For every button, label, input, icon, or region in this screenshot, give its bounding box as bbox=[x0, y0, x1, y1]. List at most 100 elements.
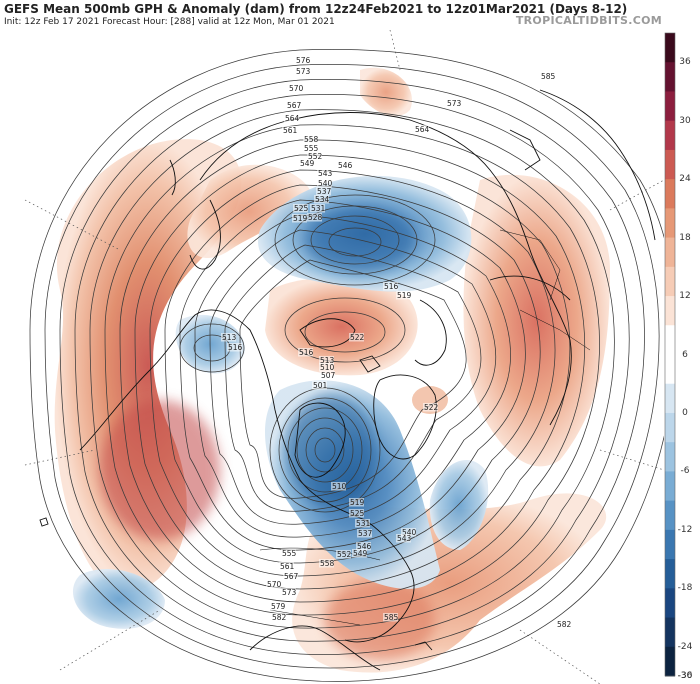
colorbar-tick-label: -6 bbox=[680, 466, 690, 477]
contour-label-bg bbox=[310, 204, 325, 213]
contour-label: 549 bbox=[300, 159, 315, 168]
contour-label: 519 bbox=[397, 291, 412, 300]
contour-label-bg bbox=[446, 99, 461, 108]
colorbar-swatch bbox=[665, 500, 675, 531]
polar-map: 576 573 570 567 564 561 558 555 552 549 546 543 540 5… bbox=[0, 30, 664, 684]
coast-kamchatka bbox=[189, 199, 221, 270]
contour-label-bg bbox=[396, 291, 411, 300]
colorbar-swatch bbox=[665, 354, 675, 385]
contour-label: 516 bbox=[228, 343, 243, 352]
anomaly-positive-greenland bbox=[412, 386, 448, 414]
contour-label-bg bbox=[282, 126, 297, 135]
contour-label: 564 bbox=[285, 114, 300, 123]
contour-label: 516 bbox=[384, 282, 399, 291]
colorbar-swatch bbox=[665, 471, 675, 502]
contour-label: 531 bbox=[356, 519, 371, 528]
contour-label-bg bbox=[303, 144, 318, 153]
contour-label-bg bbox=[307, 213, 322, 222]
colorbar-tick-label: -30 bbox=[677, 671, 693, 681]
anomaly-positive-pole bbox=[265, 277, 418, 376]
contour-label: 546 bbox=[338, 161, 353, 170]
colorbar-swatch bbox=[665, 559, 675, 589]
colorbar-swatch bbox=[665, 120, 675, 151]
contour-label: 582 bbox=[272, 613, 287, 622]
contour-label-bg bbox=[295, 67, 310, 76]
coast-mexico bbox=[249, 625, 381, 671]
border-asia-2 bbox=[519, 309, 591, 351]
contour-label: 513 bbox=[320, 356, 335, 365]
colorbar-tick-label: -12 bbox=[677, 524, 693, 535]
contour-label-bg bbox=[383, 282, 398, 291]
contour-label-bg bbox=[423, 403, 438, 412]
contour-label: 576 bbox=[296, 56, 311, 65]
colorbar-swatch bbox=[665, 325, 675, 355]
colorbar-swatch bbox=[665, 149, 675, 180]
contour-label: 525 bbox=[294, 204, 309, 213]
contour-label: 564 bbox=[415, 125, 430, 134]
colorbar-frame bbox=[664, 32, 676, 677]
contour-label: 567 bbox=[284, 572, 299, 581]
coast-japan bbox=[169, 159, 176, 196]
contour-label-bg bbox=[349, 498, 364, 507]
contour-label-bg bbox=[292, 214, 307, 223]
contour-label-bg bbox=[270, 602, 285, 611]
contour-label: 555 bbox=[282, 549, 297, 558]
contour-label-bg bbox=[288, 84, 303, 93]
contour-label-bg bbox=[540, 72, 555, 81]
colorbar-swatch bbox=[665, 442, 675, 472]
header: GEFS Mean 500mb GPH & Anomaly (dam) from… bbox=[0, 0, 700, 32]
contour-label: 561 bbox=[283, 126, 298, 135]
coast-africa-north bbox=[539, 89, 656, 241]
anomaly-colorbar bbox=[663, 31, 700, 684]
coast-hawaii bbox=[39, 517, 49, 527]
colorbar-swatch bbox=[665, 62, 675, 92]
colorbar-tick-label: 24 bbox=[679, 174, 691, 185]
coast-greenland bbox=[373, 374, 437, 460]
contour-label: 540 bbox=[318, 179, 333, 188]
contour-label-bg bbox=[283, 572, 298, 581]
contour-label: 519 bbox=[293, 214, 308, 223]
colorbar-swatch bbox=[665, 529, 675, 560]
contour-label-bg bbox=[303, 135, 318, 144]
contour-label-bg bbox=[221, 333, 236, 342]
contour-label: 543 bbox=[318, 169, 333, 178]
coast-north-america bbox=[79, 309, 415, 643]
colorbar-swatch bbox=[665, 179, 675, 209]
contour-label-bg bbox=[319, 559, 334, 568]
contour-label-bg bbox=[279, 562, 294, 571]
colorbar-swatch bbox=[665, 646, 675, 677]
contour-label-bg bbox=[295, 56, 310, 65]
contour-label-bg bbox=[337, 161, 352, 170]
coast-islands-2 bbox=[359, 355, 381, 373]
contour-label: 570 bbox=[289, 84, 304, 93]
border-asia-1 bbox=[499, 229, 561, 301]
colorbar-swatch bbox=[665, 266, 675, 297]
colorbar-swatch bbox=[665, 588, 675, 619]
contour-label: 513 bbox=[222, 333, 237, 342]
contour-label-bg bbox=[414, 125, 429, 134]
colorbar-swatch bbox=[665, 91, 675, 122]
colorbar-swatch bbox=[665, 412, 675, 443]
anomaly-positive-north bbox=[360, 67, 412, 117]
map-subtitle: Init: 12z Feb 17 2021 Forecast Hour: [28… bbox=[4, 17, 335, 27]
colorbar-swatch bbox=[665, 208, 675, 239]
colorbar-tick-label: 36 bbox=[679, 57, 691, 68]
colorbar-tick-label: -18 bbox=[677, 583, 693, 594]
contour-label-bg bbox=[316, 187, 331, 196]
contour-label: 525 bbox=[350, 509, 365, 518]
contour-label-bg bbox=[317, 179, 332, 188]
contour-label: 549 bbox=[353, 549, 368, 558]
contour-label-bg bbox=[357, 529, 372, 538]
contour-label: 537 bbox=[317, 187, 332, 196]
contour-label: 519 bbox=[350, 498, 365, 507]
colorbar-tick-label: 0 bbox=[682, 408, 688, 418]
contour-label: 507 bbox=[321, 371, 336, 380]
anomaly-positive-west-core bbox=[100, 400, 220, 540]
contour-label-bg bbox=[314, 195, 329, 204]
contour-label: 510 bbox=[332, 482, 347, 491]
contour-label-bg bbox=[281, 549, 296, 558]
contour-label-bg bbox=[307, 152, 322, 161]
